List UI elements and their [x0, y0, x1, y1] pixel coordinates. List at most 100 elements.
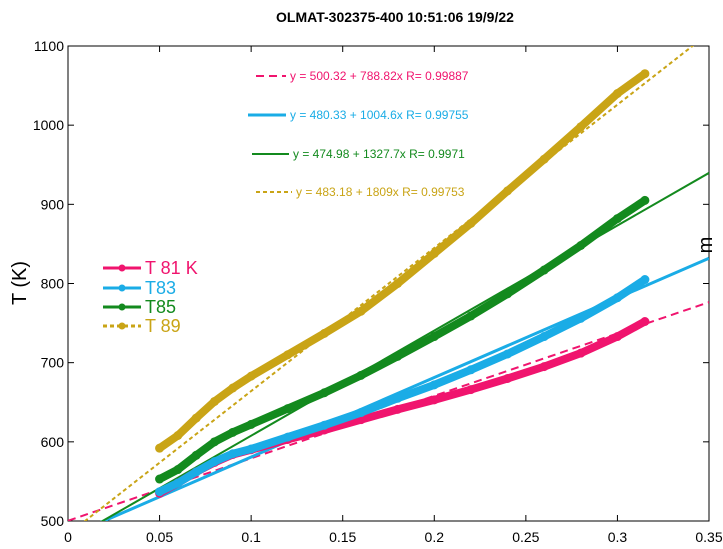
y-tick-label: 800 — [41, 276, 65, 292]
y-tick-label: 500 — [41, 513, 65, 529]
series-2 — [155, 195, 650, 484]
data-point — [393, 393, 403, 403]
x-tick-label: 0.3 — [608, 529, 628, 545]
chart-title: OLMAT-302375-400 10:51:06 19/9/22 — [276, 9, 514, 25]
legend-label: T83 — [145, 278, 176, 298]
data-point — [319, 388, 329, 398]
x-tick-label: 0.05 — [146, 529, 173, 545]
data-point — [612, 293, 622, 303]
data-point — [429, 248, 439, 258]
data-point — [319, 420, 329, 430]
x-tick-label: 0.2 — [425, 529, 445, 545]
data-point — [503, 349, 513, 359]
legend-marker — [118, 264, 126, 272]
data-point — [228, 427, 238, 437]
data-point — [283, 350, 293, 360]
y-tick-label: 1100 — [34, 38, 64, 54]
data-point — [466, 311, 476, 321]
series-3 — [155, 69, 650, 453]
data-point — [503, 374, 513, 383]
data-point — [612, 332, 622, 342]
data-point — [612, 89, 622, 98]
data-point — [466, 218, 476, 228]
y-axis-label: T (K) — [9, 261, 31, 305]
y-tick-label: 900 — [41, 196, 65, 212]
data-point — [246, 371, 256, 381]
data-point — [640, 69, 650, 79]
data-point — [246, 444, 256, 454]
data-point — [576, 241, 586, 250]
data-point — [466, 385, 476, 395]
data-point — [210, 457, 220, 467]
data-point — [429, 332, 439, 342]
fit-equation: y = 474.98 + 1327.7x R= 0.9971 — [293, 147, 465, 161]
data-point — [173, 478, 183, 488]
fit-equation: y = 480.33 + 1004.6x R= 0.99755 — [290, 108, 469, 122]
data-point — [503, 289, 513, 299]
legend-marker — [118, 303, 126, 311]
data-point — [356, 306, 366, 316]
data-point — [576, 122, 586, 132]
data-point — [640, 195, 650, 205]
data-point — [173, 431, 183, 440]
data-point — [539, 332, 549, 342]
data-point — [576, 348, 586, 358]
legend-label: T85 — [145, 297, 176, 317]
data-point — [393, 404, 403, 414]
x-tick-label: 0 — [64, 529, 72, 545]
y-tick-label: 600 — [41, 434, 65, 450]
data-point — [155, 443, 165, 453]
data-point — [539, 362, 549, 372]
series-1 — [155, 275, 650, 497]
fit-equation: y = 483.18 + 1809x R= 0.99753 — [296, 185, 465, 199]
data-point — [466, 365, 476, 375]
data-point — [640, 275, 650, 285]
fit-line — [83, 46, 695, 521]
data-point — [228, 449, 238, 459]
data-point — [503, 186, 513, 196]
data-point — [283, 432, 293, 442]
data-point — [539, 154, 549, 164]
legend-label: T 89 — [145, 316, 181, 336]
data-point — [576, 313, 586, 323]
edge-label: m — [695, 237, 717, 254]
data-point — [246, 419, 256, 429]
data-point — [429, 380, 439, 390]
data-point — [210, 396, 220, 406]
data-point — [393, 351, 403, 361]
data-point — [283, 404, 293, 414]
data-point — [191, 413, 201, 423]
legend-label: T 81 K — [145, 258, 198, 278]
y-tick-label: 700 — [41, 355, 65, 371]
data-point — [173, 465, 183, 475]
x-tick-label: 0.25 — [512, 529, 539, 545]
data-point — [356, 370, 366, 380]
axis-ticks: 0 0.05 0.1 0.15 0.2 0.25 0.3 0.35 500 600 700 800 90… — [33, 38, 723, 545]
data-point — [393, 279, 403, 288]
data-point — [640, 317, 650, 326]
data-point — [539, 265, 549, 275]
data-series — [155, 69, 650, 498]
legend-marker — [118, 322, 126, 330]
data-point — [155, 487, 165, 497]
fit-equation: y = 500.32 + 788.82x R= 0.99887 — [290, 69, 469, 83]
legend-marker — [118, 284, 126, 292]
x-tick-label: 0.35 — [695, 529, 722, 545]
series-trail — [155, 196, 649, 484]
data-point — [612, 214, 622, 224]
x-tick-label: 0.15 — [329, 529, 356, 545]
fit-equations: y = 500.32 + 788.82x R= 0.99887 y = 480.3… — [248, 69, 469, 199]
data-point — [319, 328, 329, 338]
y-tick-label: 1000 — [33, 117, 64, 133]
data-point — [191, 450, 201, 460]
data-point — [155, 474, 165, 484]
data-point — [210, 437, 220, 447]
data-point — [429, 395, 439, 405]
data-point — [228, 383, 238, 393]
data-point — [191, 467, 201, 477]
data-point — [356, 408, 366, 418]
x-tick-label: 0.1 — [241, 529, 261, 545]
series-trail — [155, 317, 649, 498]
